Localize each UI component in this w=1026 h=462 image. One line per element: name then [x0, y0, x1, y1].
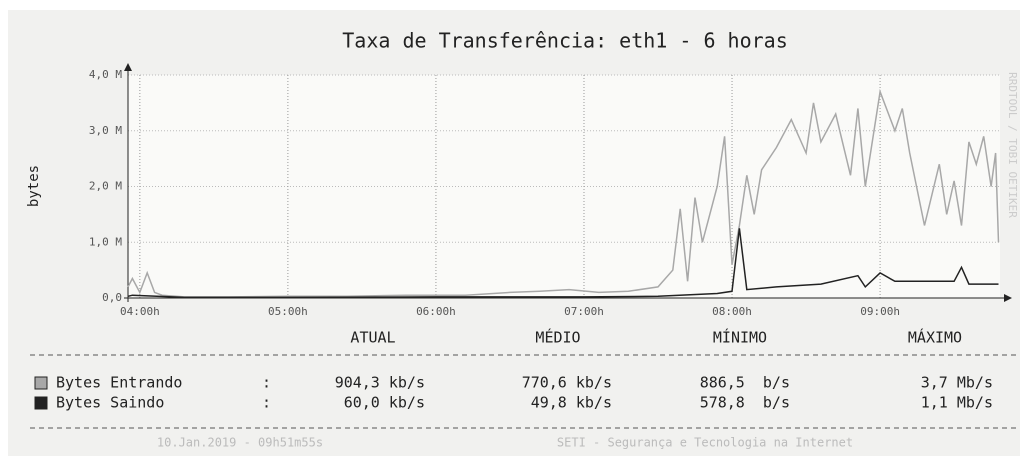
- stat-value: 904,3 kb/s: [335, 374, 425, 392]
- legend-label: Bytes Saindo: [56, 394, 164, 412]
- arrow: [124, 63, 132, 71]
- stat-value: 1,1 Mb/s: [921, 394, 993, 412]
- stat-header: MÍNIMO: [713, 328, 767, 347]
- series-line: [127, 88, 1000, 298]
- stat-value: 886,5 b/s: [700, 374, 790, 392]
- x-tick-label: 07:00h: [564, 305, 604, 318]
- footer-credit: SETI - Segurança e Tecnologia na Interne…: [557, 436, 853, 450]
- legend-swatch: [34, 396, 48, 410]
- stat-value: 60,0 kb/s: [344, 394, 425, 412]
- y-tick-label: 4,0 M: [89, 68, 122, 81]
- arrow: [1004, 294, 1012, 302]
- side-text: RRDTOOL / TOBI OETIKER: [1006, 72, 1019, 218]
- x-tick-label: 08:00h: [712, 305, 752, 318]
- x-tick-label: 04:00h: [120, 305, 160, 318]
- stat-value: 49,8 kb/s: [531, 394, 612, 412]
- y-axis-label: bytes: [26, 165, 42, 207]
- stat-value: 578,8 b/s: [700, 394, 790, 412]
- x-tick-label: 05:00h: [268, 305, 308, 318]
- chart-title: Taxa de Transferência: eth1 - 6 horas: [342, 29, 788, 53]
- y-tick-label: 0,0: [102, 291, 122, 304]
- stat-header: MÉDIO: [535, 328, 580, 347]
- y-tick-label: 2,0 M: [89, 180, 122, 193]
- x-tick-label: 09:00h: [860, 305, 900, 318]
- stat-header: ATUAL: [350, 329, 395, 347]
- stat-value: 3,7 Mb/s: [921, 374, 993, 392]
- footer-date: 10.Jan.2019 - 09h51m55s: [157, 436, 323, 450]
- stat-separator: :: [262, 394, 271, 412]
- stat-separator: :: [262, 374, 271, 392]
- legend-label: Bytes Entrando: [56, 374, 182, 392]
- x-tick-label: 06:00h: [416, 305, 456, 318]
- series-line: [127, 228, 999, 299]
- y-tick-label: 1,0 M: [89, 235, 122, 248]
- y-tick-label: 3,0 M: [89, 124, 122, 137]
- stat-header: MÁXIMO: [908, 328, 962, 347]
- legend-swatch: [34, 376, 48, 390]
- stat-value: 770,6 kb/s: [522, 374, 612, 392]
